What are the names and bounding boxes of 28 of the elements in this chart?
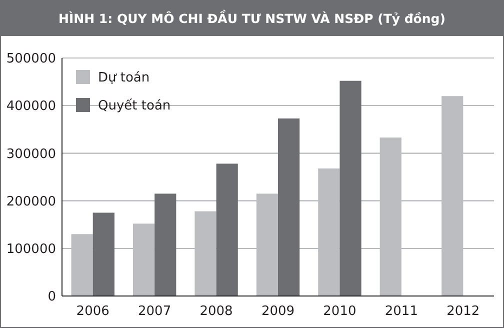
y-tick-label: 400000 <box>6 99 56 114</box>
legend-label: Dự toán <box>98 70 150 86</box>
bar <box>216 164 238 296</box>
x-tick-label: 2008 <box>200 304 233 319</box>
y-tick-label: 0 <box>48 290 56 305</box>
bar <box>318 168 340 296</box>
chart-title: HÌNH 1: QUY MÔ CHI ĐẦU TƯ NSTW VÀ NSĐP (Tỷ đồng) <box>58 9 446 26</box>
bar <box>256 194 278 296</box>
bar <box>442 96 464 296</box>
bar <box>380 137 402 296</box>
bar <box>340 80 362 296</box>
y-tick-label: 300000 <box>6 146 56 162</box>
bar <box>92 212 114 296</box>
bar <box>71 234 93 296</box>
y-tick-label: 100000 <box>6 242 56 257</box>
y-tick-label: 500000 <box>6 52 56 67</box>
bar <box>154 194 176 296</box>
bar <box>194 211 216 296</box>
x-tick-label: 2006 <box>76 304 110 319</box>
x-tick-label: 2010 <box>323 304 356 319</box>
x-tick-label: 2011 <box>384 304 418 319</box>
x-tick-label: 2009 <box>261 304 295 319</box>
bar <box>278 118 300 296</box>
x-tick-label: 2007 <box>138 304 172 319</box>
legend-label: Quyết toán <box>98 98 171 114</box>
x-tick-label: 2012 <box>446 304 480 319</box>
bar <box>132 224 155 296</box>
y-tick-label: 200000 <box>6 194 56 210</box>
